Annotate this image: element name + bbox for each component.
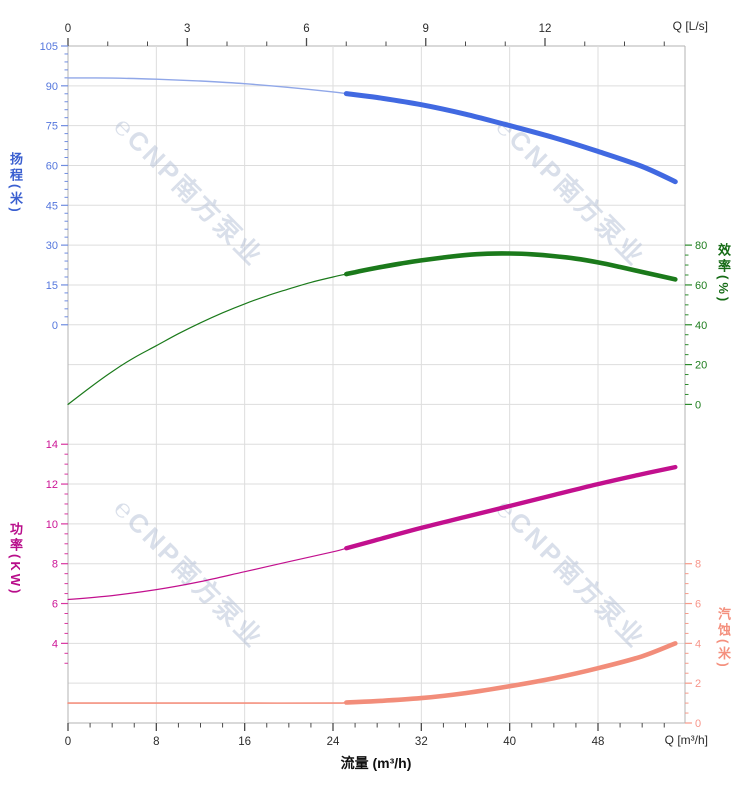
x-top-tick-label: 12 (539, 23, 552, 35)
eff-tick-label: 80 (695, 240, 707, 252)
x-tick-label: 40 (503, 736, 516, 748)
head-curve-thin (67, 77, 347, 95)
efficiency-curve-bold (344, 251, 678, 282)
x-axis-title: 流量 (m³/h) (340, 755, 412, 771)
head-axis-title: 扬程(米) (8, 152, 23, 215)
x-tick-label: 32 (415, 736, 428, 748)
head-tick-label: 75 (46, 121, 58, 133)
npsh-tick-label: 0 (695, 718, 701, 730)
efficiency-axis-title: 效率(%) (716, 243, 731, 305)
top-axis-unit-label: Q [L/s] (672, 19, 708, 33)
power-tick-label: 10 (46, 519, 58, 531)
power-curve-bold (344, 464, 678, 551)
x-tick-label: 24 (327, 736, 340, 748)
npsh-curve-bold (344, 641, 678, 705)
power-axis-title: 功率(KW) (8, 522, 23, 597)
efficiency-curve-thin (67, 273, 347, 405)
x-tick-label: 16 (238, 736, 251, 748)
eff-tick-label: 20 (695, 360, 707, 372)
npsh-tick-label: 4 (695, 638, 701, 650)
x-top-tick-label: 6 (303, 23, 309, 35)
npsh-tick-label: 8 (695, 559, 701, 571)
head-tick-label: 15 (46, 280, 58, 292)
eff-tick-label: 40 (695, 320, 707, 332)
bottom-axis-unit-label: Q [m³/h] (664, 733, 708, 747)
head-tick-label: 90 (46, 81, 58, 93)
eff-tick-label: 60 (695, 280, 707, 292)
head-tick-label: 0 (52, 320, 58, 332)
npsh-axis-title: 汽蚀(米) (716, 607, 731, 670)
power-curve-thin (67, 547, 347, 601)
power-tick-label: 12 (46, 479, 58, 491)
npsh-tick-label: 2 (695, 678, 701, 690)
x-tick-label: 8 (153, 736, 159, 748)
head-curve-bold (343, 91, 678, 185)
npsh-curve-thin (67, 701, 348, 704)
eff-tick-label: 0 (695, 399, 701, 411)
head-tick-label: 45 (46, 200, 58, 212)
power-tick-label: 8 (52, 559, 58, 571)
x-top-tick-label: 3 (184, 23, 190, 35)
npsh-tick-label: 6 (695, 599, 701, 611)
head-tick-label: 105 (40, 41, 58, 53)
x-top-tick-label: 9 (423, 23, 429, 35)
x-tick-label: 48 (592, 736, 605, 748)
x-top-tick-label: 0 (65, 23, 71, 35)
power-tick-label: 14 (46, 439, 58, 451)
head-tick-label: 60 (46, 160, 58, 172)
power-tick-label: 6 (52, 599, 58, 611)
x-tick-label: 0 (65, 736, 71, 748)
power-tick-label: 4 (52, 638, 58, 650)
head-tick-label: 30 (46, 240, 58, 252)
